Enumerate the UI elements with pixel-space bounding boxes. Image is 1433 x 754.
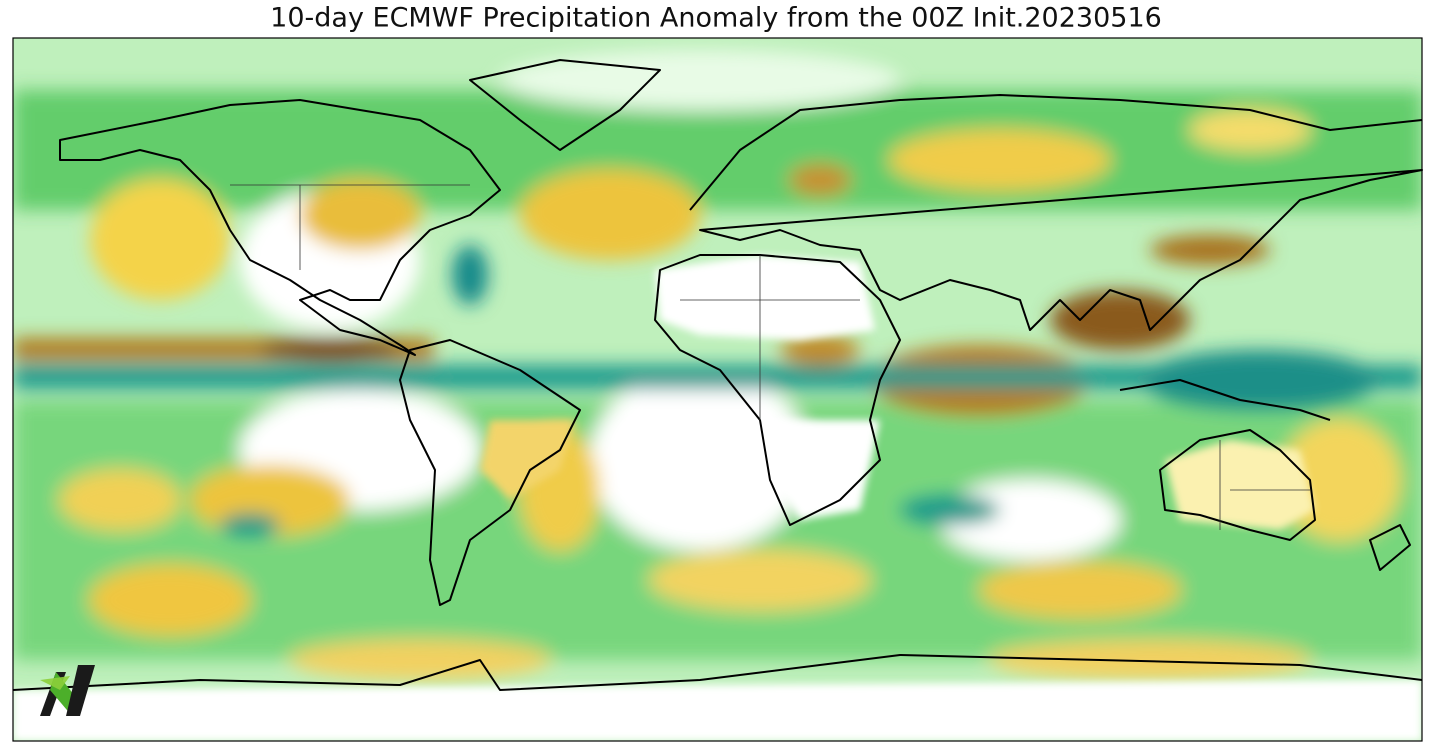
logo (40, 665, 95, 716)
map-frame (12, 37, 1423, 742)
map-title: 10-day ECMWF Precipitation Anomaly from … (270, 3, 1162, 34)
coastlines (12, 59, 1423, 691)
anomaly-field (13, 38, 1422, 741)
